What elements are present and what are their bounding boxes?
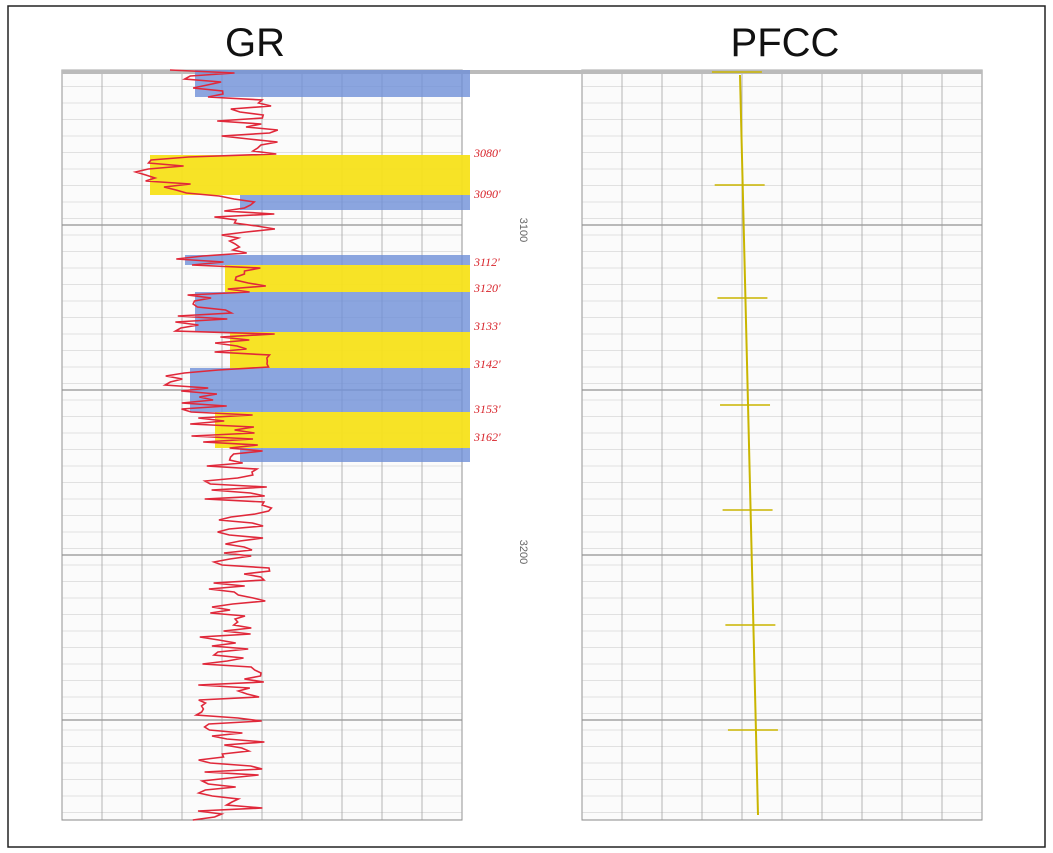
track-title: GR — [225, 21, 285, 65]
page: {"tracks": [{"title": "GR"}, {"title": "… — [0, 0, 1053, 853]
zone-label: 3153' — [473, 402, 501, 416]
zone-label: 3090' — [473, 187, 501, 201]
sand-zone — [215, 412, 470, 448]
well-log-figure: GR PFCC 3100 3200 3080' 3090' 3112' 3120' 31… — [0, 0, 1053, 853]
shale-zone — [240, 195, 470, 210]
shale-zone — [185, 255, 470, 265]
sand-zone — [230, 332, 470, 368]
shale-zone — [190, 368, 470, 412]
zone-label: 3142' — [473, 357, 501, 371]
depth-label: 3200 — [517, 540, 529, 564]
shale-zone — [195, 292, 470, 332]
zone-label: 3120' — [473, 281, 501, 295]
shale-zone — [195, 70, 470, 97]
zone-label: 3080' — [473, 146, 501, 160]
zone-label: 3112' — [473, 255, 500, 269]
sand-zone — [225, 265, 470, 292]
zone-label: 3133' — [473, 319, 501, 333]
track-title: PFCC — [731, 21, 840, 65]
sand-zone — [150, 155, 470, 195]
zone-label: 3162' — [473, 430, 501, 444]
depth-label: 3100 — [517, 218, 529, 242]
shale-zone — [240, 448, 470, 462]
